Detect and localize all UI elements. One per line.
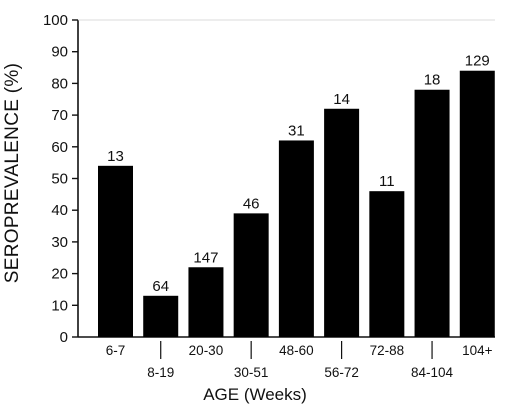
bar-sample-size-label: 129 (465, 53, 490, 70)
bar-30-51 (233, 213, 269, 337)
bar-84-104 (414, 89, 450, 338)
bar-sample-size-label: 64 (152, 278, 169, 295)
y-tick-label: 40 (51, 202, 68, 219)
y-tick-label: 20 (51, 266, 68, 283)
x-tick-label-20-30: 20-30 (189, 343, 224, 358)
x-tick-label-56-72: 56-72 (324, 365, 359, 380)
bar-labels: 13 64 147 46 31 14 11 18 129 (107, 53, 490, 295)
y-axis-label: SEROPREVALENCE (%) (2, 62, 23, 284)
x-axis-label: AGE (Weeks) (203, 385, 307, 404)
y-tick-label: 70 (51, 107, 68, 124)
x-tick-label-6-7: 6-7 (106, 343, 126, 358)
bar-sample-size-label: 31 (288, 122, 305, 139)
bar-20-30 (188, 267, 224, 337)
bars (98, 70, 495, 338)
y-tick-label: 30 (51, 234, 68, 251)
bar-sample-size-label: 18 (424, 72, 441, 89)
bar-104+ (459, 70, 495, 337)
y-tick-label: 0 (60, 329, 68, 346)
bar-sample-size-label: 13 (107, 148, 124, 165)
y-tick-label: 50 (51, 171, 68, 188)
bar-72-88 (369, 191, 405, 337)
x-tick-label-48-60: 48-60 (279, 343, 314, 358)
x-ticks: 6-7 8-19 20-30 30-51 48-60 56-72 72-88 84-104 10… (106, 341, 493, 380)
y-tick-label: 100 (43, 12, 68, 29)
y-ticks: 0 10 20 30 40 50 60 70 80 90 100 (43, 12, 78, 346)
x-tick-label-8-19: 8-19 (147, 365, 174, 380)
bar-48-60 (278, 140, 314, 337)
x-tick-label-104+: 104+ (462, 343, 493, 358)
bar-56-72 (324, 108, 360, 337)
y-tick-label: 90 (51, 44, 68, 61)
x-tick-label-30-51: 30-51 (234, 365, 269, 380)
bar-8-19 (143, 295, 179, 337)
y-tick-label: 80 (51, 75, 68, 92)
y-tick-label: 60 (51, 139, 68, 156)
x-tick-label-84-104: 84-104 (411, 365, 454, 380)
bar-sample-size-label: 11 (379, 173, 395, 190)
bar-6-7 (98, 165, 133, 337)
bar-sample-size-label: 46 (243, 195, 260, 212)
bar-sample-size-label: 14 (333, 91, 350, 108)
bar-sample-size-label: 147 (193, 249, 218, 266)
x-tick-label-72-88: 72-88 (370, 343, 405, 358)
y-tick-label: 10 (51, 297, 68, 314)
